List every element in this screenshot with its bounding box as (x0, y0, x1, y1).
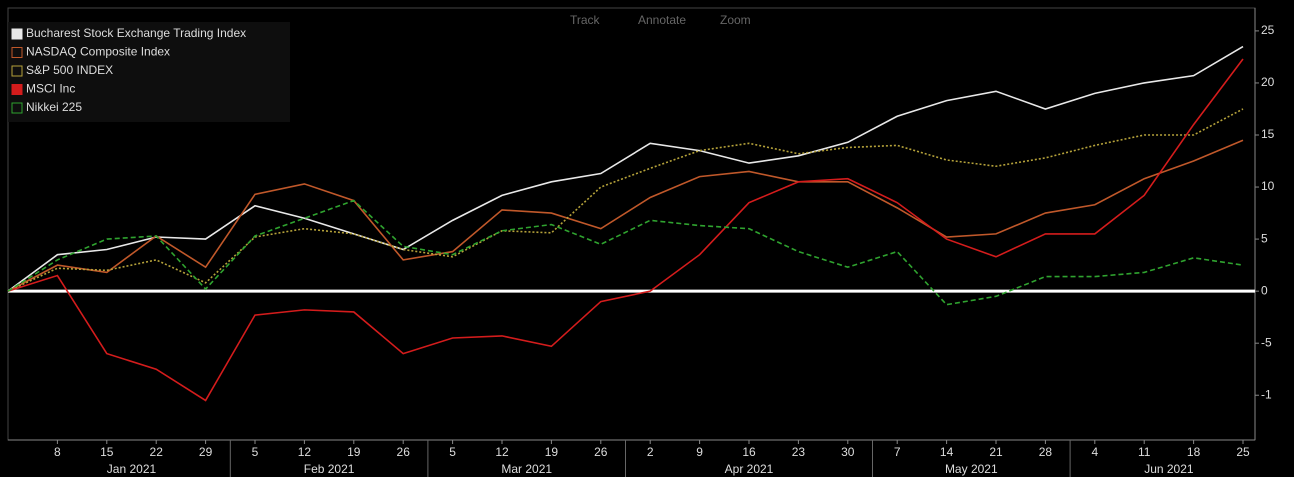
legend-swatch (11, 28, 23, 40)
y-tick-label: 5 (1261, 231, 1268, 245)
x-tick-label: 8 (54, 445, 61, 459)
x-tick-label: 22 (150, 445, 164, 459)
toolbar-track[interactable]: Track (570, 13, 601, 27)
x-tick-label: 29 (199, 445, 213, 459)
x-tick-label: 14 (940, 445, 954, 459)
x-tick-label: 19 (347, 445, 361, 459)
series-line (7, 58, 1244, 402)
x-tick-label: 21 (989, 445, 1003, 459)
month-label: Jan 2021 (107, 462, 157, 476)
month-label: Apr 2021 (725, 462, 774, 476)
y-tick-label: -5 (1261, 335, 1272, 349)
y-tick-label: 0 (1261, 283, 1268, 297)
legend-swatch (11, 102, 23, 114)
y-tick-label: 15 (1261, 127, 1275, 141)
x-tick-label: 2 (647, 445, 654, 459)
legend-label: S&P 500 INDEX (26, 63, 113, 77)
x-tick-label: 25 (1236, 445, 1250, 459)
y-tick-label: 20 (1261, 75, 1275, 89)
y-tick-label: 10 (1261, 179, 1275, 193)
toolbar-zoom[interactable]: Zoom (720, 13, 751, 27)
x-tick-label: 5 (252, 445, 259, 459)
series-line (7, 45, 1244, 292)
x-tick-label: 7 (894, 445, 901, 459)
x-tick-label: 15 (100, 445, 114, 459)
legend-label: Bucharest Stock Exchange Trading Index (26, 26, 246, 40)
x-tick-label: 12 (298, 445, 312, 459)
x-tick-label: 26 (397, 445, 411, 459)
toolbar-annotate[interactable]: Annotate (638, 13, 686, 27)
x-tick-label: 11 (1138, 445, 1151, 459)
x-tick-label: 12 (495, 445, 509, 459)
x-tick-label: 26 (594, 445, 608, 459)
x-tick-label: 23 (792, 445, 806, 459)
x-tick-label: 4 (1091, 445, 1098, 459)
x-tick-label: 5 (449, 445, 456, 459)
month-label: Mar 2021 (501, 462, 552, 476)
legend-box (8, 22, 290, 122)
x-tick-label: 30 (841, 445, 855, 459)
legend-label: Nikkei 225 (26, 100, 82, 114)
month-label: May 2021 (945, 462, 998, 476)
series-line (7, 108, 1244, 292)
legend-label: MSCI Inc (26, 82, 75, 96)
month-label: Jun 2021 (1144, 462, 1194, 476)
legend-swatch (11, 47, 23, 58)
month-label: Feb 2021 (304, 462, 355, 476)
x-tick-label: 18 (1187, 445, 1201, 459)
y-tick-label: -1 (1261, 387, 1272, 401)
legend-swatch (11, 84, 23, 95)
series-line (7, 139, 1244, 292)
x-tick-label: 16 (742, 445, 756, 459)
legend-swatch (11, 65, 23, 77)
x-tick-label: 9 (696, 445, 703, 459)
legend-label: NASDAQ Composite Index (26, 45, 170, 59)
series-line (7, 199, 1244, 306)
x-tick-label: 28 (1039, 445, 1053, 459)
x-tick-label: 19 (545, 445, 559, 459)
y-tick-label: 25 (1261, 23, 1275, 37)
